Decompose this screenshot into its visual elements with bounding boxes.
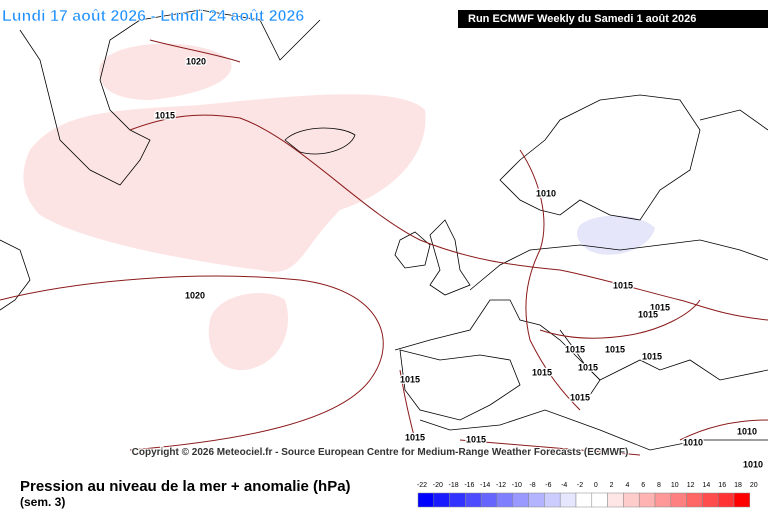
- colorbar-cell: [733, 492, 751, 508]
- isobar-label: 1015: [405, 432, 425, 442]
- colorbar-tick: -10: [512, 482, 522, 489]
- colorbar-cell: [449, 492, 466, 508]
- isobar-label: 1015: [155, 110, 175, 120]
- colorbar-tick: -2: [577, 482, 583, 489]
- colorbar-tick: 18: [734, 482, 742, 489]
- colorbar-cell: [528, 492, 545, 508]
- isobar-label: 1010: [737, 426, 757, 436]
- colorbar-tick: -22: [417, 482, 427, 489]
- colorbar-cell: [559, 492, 577, 508]
- colorbar-tick: -12: [496, 482, 506, 489]
- colorbar-cell: [654, 492, 672, 508]
- colorbar-tick: 2: [610, 482, 614, 489]
- legend-title: Pression au niveau de la mer + anomalie …: [20, 478, 351, 495]
- map-title: Lundi 17 août 2026 - Lundi 24 août 2026: [2, 8, 304, 25]
- isobar-label: 1010: [743, 459, 763, 469]
- isobar-label: 1015: [532, 367, 552, 377]
- colorbar-cell: [670, 492, 687, 508]
- colorbar-cell: [702, 492, 719, 508]
- colorbar-cell: [591, 492, 608, 508]
- isobar-label: 1015: [570, 392, 590, 402]
- colorbar-tick: 10: [671, 482, 679, 489]
- colorbar-tick: -4: [561, 482, 567, 489]
- isobar-label: 1015: [642, 351, 662, 361]
- colorbar-cell: [717, 492, 735, 508]
- colorbar-tick: -8: [529, 482, 535, 489]
- coastlines: [0, 9, 768, 451]
- colorbar-tick: 4: [625, 482, 629, 489]
- colorbar-cell: [575, 492, 593, 508]
- colorbar-tick: 0: [594, 482, 598, 489]
- colorbar-tick: -18: [449, 482, 459, 489]
- colorbar-cell: [607, 492, 624, 508]
- run-info: Run ECMWF Weekly du Samedi 1 août 2026: [468, 13, 696, 25]
- isobar-label: 1015: [650, 302, 670, 312]
- legend-subtitle: (sem. 3): [20, 495, 65, 509]
- colorbar-cell: [544, 492, 561, 508]
- colorbar-tick: 8: [657, 482, 661, 489]
- colorbar-tick: 6: [641, 482, 645, 489]
- isobar-label: 1010: [683, 437, 703, 447]
- colorbar-tick: -16: [464, 482, 474, 489]
- colorbar-tick: -6: [545, 482, 551, 489]
- isobar-label: 1015: [638, 309, 658, 319]
- isobar-label: 1015: [400, 374, 420, 384]
- isobar-label: 1020: [186, 56, 206, 66]
- isobar-label: 1015: [605, 344, 625, 354]
- copyright: Copyright © 2026 Meteociel.fr - Source E…: [132, 447, 629, 458]
- colorbar-tick: 12: [687, 482, 695, 489]
- colorbar-cell: [496, 492, 514, 508]
- isobar-label: 1015: [466, 434, 486, 444]
- colorbar: -22 -20 -18 -16 -14 -12 -10 -8 -6 -4 -2 0 2 4 6 8 10 12 14…: [417, 482, 758, 508]
- run-box: [458, 10, 768, 28]
- isobar-label: 1020: [185, 290, 205, 300]
- isobar-label: 1015: [565, 344, 585, 354]
- colorbar-tick: 16: [718, 482, 726, 489]
- colorbar-tick: 14: [703, 482, 711, 489]
- isobars: [0, 39, 768, 456]
- isobar-label: 1015: [613, 280, 633, 290]
- isobar-label: 1010: [536, 188, 556, 198]
- colorbar-cell: [512, 492, 529, 508]
- isobar-label: 1015: [578, 362, 598, 372]
- colorbar-tick: -20: [433, 482, 443, 489]
- colorbar-tick: 20: [750, 482, 758, 489]
- colorbar-cell: [433, 492, 450, 508]
- colorbar-cell: [465, 492, 482, 508]
- colorbar-cell: [417, 492, 435, 508]
- colorbar-cell: [638, 492, 656, 508]
- colorbar-cell: [623, 492, 640, 508]
- colorbar-tick: -14: [480, 482, 490, 489]
- colorbar-cell: [686, 492, 703, 508]
- colorbar-cell: [480, 492, 498, 508]
- anomaly-areas: [23, 43, 655, 371]
